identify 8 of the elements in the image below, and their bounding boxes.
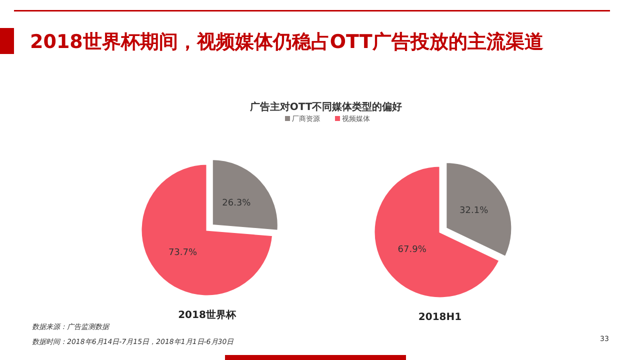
text: 2018世界杯 [178, 309, 237, 321]
data-label: 73.7% [168, 248, 198, 258]
chart-title: 2018世界杯期间，视频媒体仍稳占OTT广告投放的主流渠道 [30, 31, 544, 53]
chart-subtitle: 广告主对OTT不同媒体类型的偏好 [248, 101, 402, 113]
data-label: 32.1% [460, 206, 489, 216]
data-label: 67.9% [398, 245, 427, 256]
data-label: 26.3% [222, 198, 252, 208]
text: 2018H1 [418, 312, 462, 323]
